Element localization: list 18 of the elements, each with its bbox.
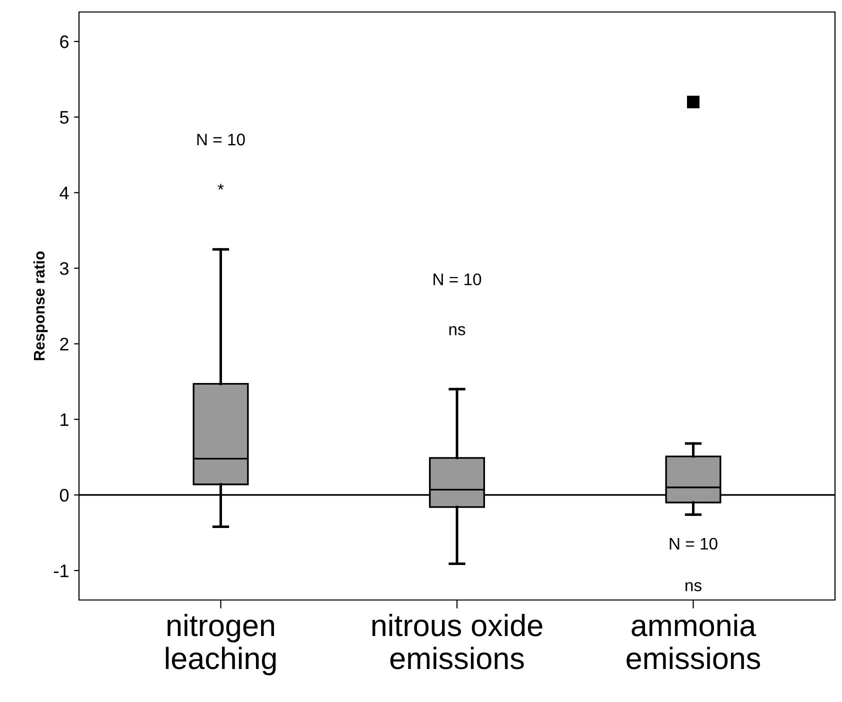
x-tick-label: nitrous oxide emissions xyxy=(372,614,542,670)
y-tick-label: -1 xyxy=(54,564,68,578)
annotation: N = 10 xyxy=(670,538,718,550)
x-tick-label: ammonia emissions xyxy=(626,614,760,670)
annotation: * xyxy=(218,184,224,190)
x-tick-label: nitrogen leaching xyxy=(166,614,276,676)
y-tick-label: 6 xyxy=(60,35,68,48)
y-tick-label: 3 xyxy=(60,262,68,275)
y-tick-label: 0 xyxy=(60,488,69,502)
annotation: ns xyxy=(686,582,702,592)
y-axis-title: Response ratio xyxy=(33,251,48,360)
y-tick-label: 5 xyxy=(60,111,69,124)
y-tick-label: 1 xyxy=(60,413,68,426)
y-tick-label: 4 xyxy=(60,186,69,200)
y-tick-label: 2 xyxy=(60,338,68,350)
annotation: N = 10 xyxy=(434,273,482,286)
annotation: ns xyxy=(449,326,466,336)
annotation: N = 10 xyxy=(197,134,245,146)
